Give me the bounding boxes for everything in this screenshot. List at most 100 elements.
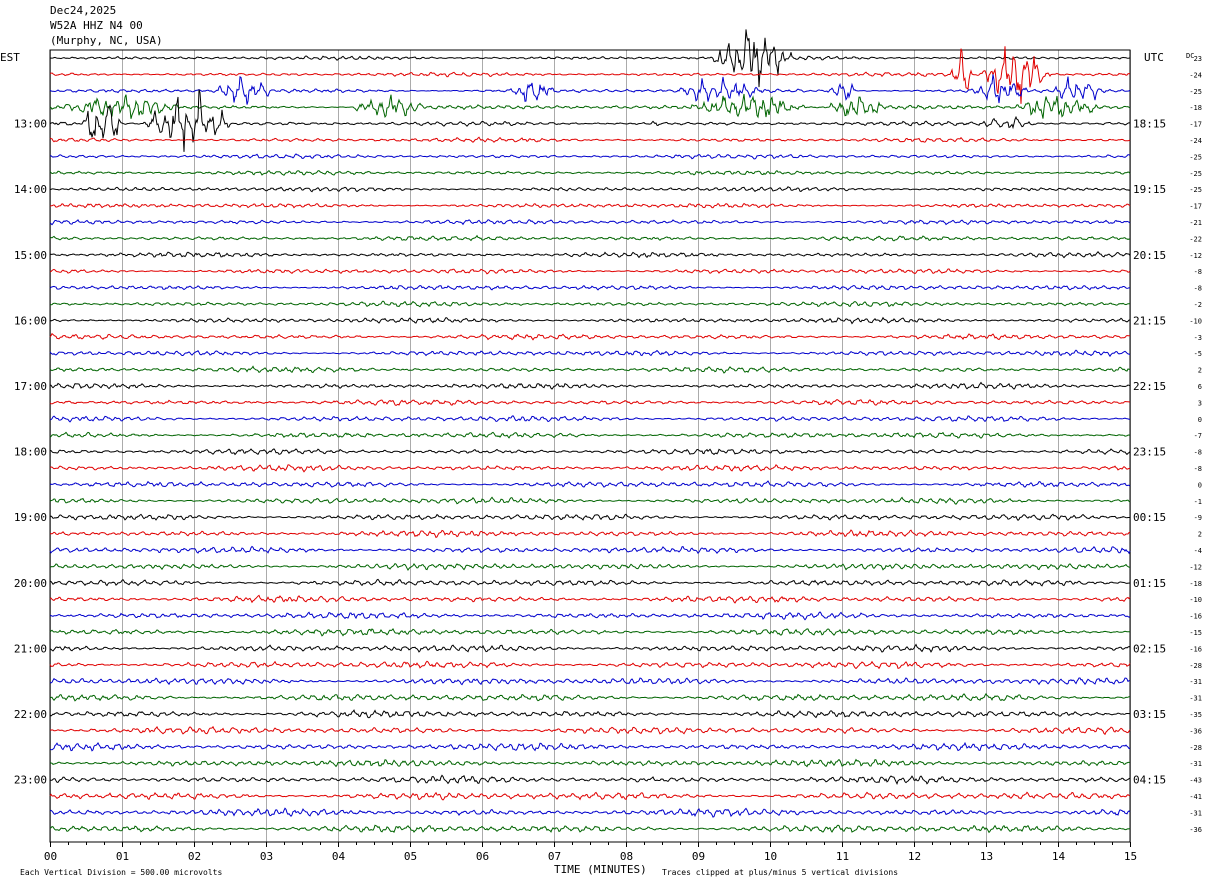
x-tick-label: 12 (908, 850, 921, 863)
dc-offset-label: -15 (1189, 629, 1202, 637)
label-layer: EST UTC DC TIME (MINUTES) Each Vertical … (0, 51, 1202, 877)
x-tick-label: 07 (548, 850, 561, 863)
dc-offset-label: -8 (1194, 465, 1202, 473)
x-tick-label: 05 (404, 850, 417, 863)
left-hour-label: 16:00 (14, 314, 47, 327)
left-hour-label: 14:00 (14, 183, 47, 196)
right-hour-label: 20:15 (1133, 249, 1166, 262)
trace-row-45 (49, 791, 1131, 801)
x-tick-label: 00 (44, 850, 57, 863)
trace-row-20 (49, 381, 1131, 390)
x-tick-label: 11 (836, 850, 849, 863)
trace-row-28 (49, 513, 1130, 522)
trace-row-24 (49, 448, 1131, 456)
trace-row-11 (49, 234, 1131, 242)
left-hour-label: 15:00 (14, 249, 47, 262)
x-tick-label: 13 (980, 850, 993, 863)
trace-row-29 (49, 529, 1131, 539)
trace-row-0 (49, 29, 1131, 88)
scale-note: Each Vertical Division = 500.00 microvol… (20, 868, 222, 877)
x-tick-label: 06 (476, 850, 489, 863)
trace-row-12 (49, 251, 1131, 259)
right-hour-label: 22:15 (1133, 380, 1166, 393)
trace-row-4 (49, 89, 1131, 152)
dc-offset-label: -10 (1189, 596, 1202, 604)
dc-offset-label: -16 (1189, 645, 1202, 653)
dc-offset-label: -28 (1189, 662, 1202, 670)
x-tick-label: 03 (260, 850, 273, 863)
x-tick-label: 14 (1052, 850, 1066, 863)
left-hour-label: 18:00 (14, 446, 47, 459)
right-hour-label: 18:15 (1133, 118, 1166, 131)
trace-row-17 (49, 332, 1131, 341)
dc-offset-label: -10 (1189, 317, 1202, 325)
dc-offset-label: -25 (1189, 88, 1202, 96)
trace-row-35 (49, 627, 1131, 637)
dc-offset-label: -18 (1189, 580, 1202, 588)
x-tick-label: 08 (620, 850, 633, 863)
trace-row-21 (49, 399, 1131, 406)
left-hour-label: 23:00 (14, 774, 47, 787)
trace-row-34 (49, 611, 1131, 621)
right-hour-label: 23:15 (1133, 446, 1166, 459)
dc-offset-label: -25 (1189, 170, 1202, 178)
dc-label: DC (1186, 52, 1194, 60)
trace-row-43 (49, 758, 1131, 768)
dc-offset-label: -17 (1189, 121, 1202, 129)
x-tick-label: 09 (692, 850, 705, 863)
trace-row-2 (49, 74, 1131, 105)
dc-offset-label: -41 (1189, 793, 1202, 801)
dc-offset-label: -25 (1189, 186, 1202, 194)
dc-offset-label: 2 (1198, 531, 1202, 539)
trace-row-32 (49, 578, 1131, 587)
dc-offset-label: -31 (1189, 678, 1202, 686)
dc-offset-label: -12 (1189, 252, 1202, 260)
dc-offset-label: 0 (1198, 416, 1202, 424)
header-station: W52A HHZ N4 00 (50, 19, 143, 32)
right-hour-label: 03:15 (1133, 708, 1166, 721)
x-tick-label: 10 (764, 850, 777, 863)
trace-row-13 (49, 268, 1131, 275)
dc-offset-label: -25 (1189, 153, 1202, 161)
dc-offset-label: 0 (1198, 481, 1202, 489)
dc-offset-label: -24 (1189, 137, 1202, 145)
trace-row-44 (49, 774, 1131, 785)
trace-row-36 (49, 643, 1131, 653)
trace-row-27 (49, 496, 1131, 505)
left-hour-label: 21:00 (14, 642, 47, 655)
trace-row-40 (49, 709, 1130, 719)
trace-row-14 (49, 284, 1131, 291)
trace-row-7 (49, 170, 1131, 176)
right-hour-label: 19:15 (1133, 183, 1166, 196)
trace-row-39 (49, 692, 1130, 702)
header-location: (Murphy, NC, USA) (50, 34, 163, 47)
dc-offset-label: -36 (1189, 826, 1202, 834)
dc-offset-label: -18 (1189, 104, 1202, 112)
grid-layer (49, 49, 1131, 847)
trace-row-6 (50, 153, 1131, 160)
trace-row-19 (49, 365, 1131, 374)
trace-row-9 (49, 202, 1131, 209)
dc-offset-label: 2 (1198, 367, 1202, 375)
trace-row-23 (49, 431, 1131, 439)
left-hour-label: 17:00 (14, 380, 47, 393)
trace-row-5 (49, 136, 1131, 143)
trace-row-42 (49, 741, 1131, 752)
dc-offset-label: -4 (1194, 547, 1202, 555)
dc-offset-label: -16 (1189, 613, 1202, 621)
dc-offset-label: -31 (1189, 809, 1202, 817)
x-axis-title: TIME (MINUTES) (554, 863, 647, 876)
dc-offset-label: -8 (1194, 285, 1202, 293)
dc-offset-label: 23 (1194, 55, 1202, 63)
trace-row-3 (49, 93, 1131, 119)
trace-layer (49, 29, 1131, 834)
left-hour-label: 19:00 (14, 511, 47, 524)
trace-row-31 (49, 562, 1131, 571)
dc-offset-label: -28 (1189, 744, 1202, 752)
trace-row-26 (49, 480, 1131, 488)
dc-offset-label: -2 (1194, 301, 1202, 309)
x-tick-label: 04 (332, 850, 346, 863)
dc-offset-label: -17 (1189, 203, 1202, 211)
dc-offset-label: -22 (1189, 235, 1202, 243)
